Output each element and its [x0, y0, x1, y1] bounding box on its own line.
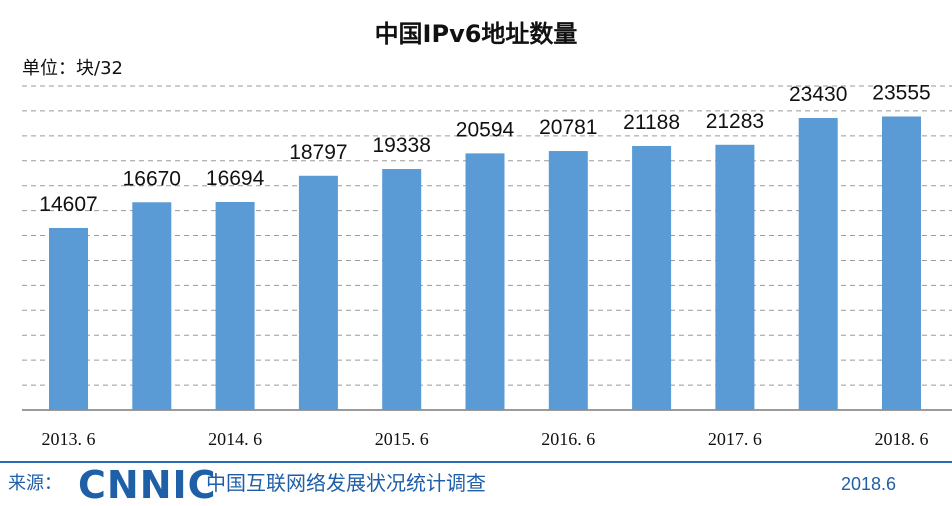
x-tick-label: 2013. 6 — [42, 429, 96, 449]
x-tick-label: 2015. 6 — [375, 429, 429, 449]
x-tick-label: 2016. 6 — [541, 429, 595, 449]
bar — [632, 145, 672, 411]
x-tick-label: 2014. 6 — [208, 429, 262, 449]
bar — [132, 202, 172, 410]
bar — [465, 153, 505, 411]
report-date: 2018.6 — [841, 474, 896, 494]
x-tick-labels: 2013. 6 2014. 6 2015. 6 2016. 6 2017. 6 2018.… — [42, 429, 929, 449]
data-label: 19338 — [372, 134, 430, 157]
bar — [382, 169, 422, 410]
data-label: 18797 — [289, 141, 347, 164]
gridlines — [22, 85, 952, 386]
data-label: 16694 — [206, 167, 265, 190]
data-label: 23555 — [872, 81, 930, 104]
chart-title: 中国IPv6地址数量 — [375, 20, 578, 48]
data-label: 20781 — [539, 116, 597, 139]
x-tick-label: 2017. 6 — [708, 429, 762, 449]
x-tick-label: 2018. 6 — [875, 429, 929, 449]
data-label: 16670 — [123, 167, 181, 190]
source-label: 来源： — [8, 473, 62, 494]
bar — [49, 227, 88, 410]
unit-label: 单位：块/32 — [22, 58, 123, 79]
data-label: 23430 — [789, 83, 847, 106]
bar — [715, 144, 755, 411]
bar — [548, 151, 588, 410]
bar — [215, 201, 255, 410]
bar — [798, 118, 838, 410]
data-label: 20594 — [456, 118, 515, 141]
data-label: 21283 — [706, 110, 764, 133]
data-label: 14607 — [39, 193, 97, 216]
bars — [49, 116, 921, 411]
bar — [298, 175, 338, 410]
org-name: 中国互联网络发展状况统计调查 — [206, 471, 486, 495]
bar — [882, 116, 921, 411]
data-labels: 14607 16670 16694 18797 19338 20594 20781 21188… — [39, 81, 930, 216]
cnnic-logo: CNNIC — [78, 463, 217, 506]
data-label: 21188 — [623, 111, 680, 134]
